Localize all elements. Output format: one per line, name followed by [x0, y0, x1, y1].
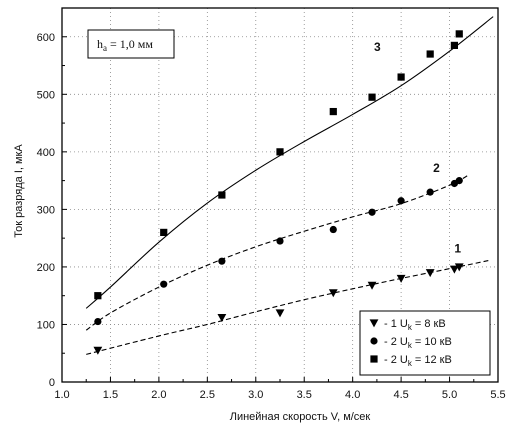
annotation-main: h	[97, 37, 103, 51]
x-tick-label: 1.5	[103, 389, 118, 401]
data-point-circle	[218, 257, 226, 265]
x-tick-label: 1.0	[54, 389, 69, 401]
data-point-square	[450, 41, 458, 49]
data-point-triangle	[396, 274, 406, 283]
data-markers	[93, 30, 464, 355]
legend-label-main: - 1 U	[384, 318, 408, 330]
legend-item: - 2 Uk = 12 кВ	[370, 354, 452, 368]
data-point-square	[160, 228, 168, 236]
legend-label: - 2 Uk = 10 кВ	[384, 336, 452, 350]
data-point-triangle	[275, 309, 285, 318]
y-tick-label: 300	[37, 204, 55, 216]
data-point-circle	[160, 280, 168, 288]
data-point-square	[397, 73, 405, 81]
legend-label-value: = 10 кВ	[412, 336, 452, 348]
y-tick-label: 500	[37, 89, 55, 101]
x-tick-label: 5.0	[442, 389, 457, 401]
data-point-triangle	[367, 281, 377, 290]
annotation-text: ha = 1,0 мм	[97, 37, 153, 53]
data-point-circle	[397, 197, 405, 205]
fit-curve-2	[85, 174, 470, 331]
data-point-circle	[94, 317, 102, 326]
curve-label-3: 3	[374, 40, 381, 54]
fit-curve-1	[86, 260, 489, 355]
x-axis-title: Линейная скорость V, м/сек	[230, 411, 371, 423]
data-point-square	[276, 148, 284, 156]
data-point-triangle	[328, 289, 338, 298]
legend-label-sub: k	[408, 341, 413, 350]
data-point-triangle	[425, 269, 435, 278]
axis-ticks: 1.0 1.5 2.0 2.5 3.0 3.5 4.0 4.5 5.0 5.5 0 100 200 300…	[37, 32, 506, 401]
legend-item: - 1 Uk = 8 кВ	[369, 318, 446, 332]
legend-label: - 2 Uk = 12 кВ	[384, 354, 452, 368]
annotation-sub: a	[103, 43, 107, 53]
y-axis-title: Ток разряда I, мкА	[13, 144, 25, 238]
data-point-circle	[370, 337, 378, 345]
data-point-circle	[426, 188, 434, 196]
annotation-frame	[87, 29, 175, 59]
y-tick-label: 0	[49, 377, 55, 389]
y-tick-label: 400	[37, 147, 55, 159]
data-point-circle	[455, 177, 463, 185]
legend: - 1 Uk = 8 кВ- 2 Uk = 10 кВ- 2 Uk = 12 к…	[359, 310, 491, 376]
data-point-triangle	[217, 313, 227, 322]
data-point-square	[94, 292, 102, 300]
data-point-triangle	[454, 263, 464, 272]
data-point-square	[370, 355, 378, 363]
curve-labels: 1 2 3	[374, 40, 461, 255]
legend-label: - 1 Uk = 8 кВ	[384, 318, 446, 332]
x-tick-label: 4.5	[393, 389, 408, 401]
curve-label-1: 1	[454, 242, 461, 256]
data-point-circle	[368, 208, 376, 216]
legend-label-main: - 2 U	[384, 336, 408, 348]
legend-label-sub: k	[408, 359, 413, 368]
data-point-triangle	[450, 265, 459, 274]
data-point-square	[329, 107, 337, 116]
fit-curves	[85, 16, 494, 355]
data-point-triangle	[369, 319, 379, 328]
legend-frame	[359, 310, 491, 376]
curve-label-2: 2	[433, 161, 440, 175]
legend-label-value: = 8 кВ	[412, 318, 446, 330]
legend-label-value: = 12 кВ	[412, 354, 452, 366]
data-point-square	[426, 50, 434, 58]
legend-label-sub: k	[408, 323, 413, 332]
x-tick-label: 2.0	[151, 389, 166, 401]
data-point-square	[218, 191, 226, 199]
y-tick-label: 200	[37, 262, 55, 274]
y-tick-label: 600	[37, 32, 55, 44]
y-tick-label: 100	[37, 319, 55, 331]
x-tick-label: 3.5	[297, 389, 312, 401]
x-tick-label: 4.0	[345, 389, 360, 401]
data-point-square	[455, 30, 463, 38]
fit-curve-3	[85, 16, 494, 309]
data-point-circle	[276, 237, 284, 245]
annotation-box: ha = 1,0 мм	[87, 29, 175, 59]
legend-item: - 2 Uk = 10 кВ	[370, 336, 452, 350]
legend-label-main: - 2 U	[384, 354, 408, 366]
annotation-rest: = 1,0 мм	[107, 37, 153, 51]
x-tick-label: 2.5	[200, 389, 215, 401]
data-point-triangle	[93, 346, 103, 355]
data-point-circle	[329, 225, 337, 234]
x-tick-label: 5.5	[490, 389, 505, 401]
data-point-square	[368, 93, 376, 101]
x-tick-label: 3.0	[248, 389, 263, 401]
